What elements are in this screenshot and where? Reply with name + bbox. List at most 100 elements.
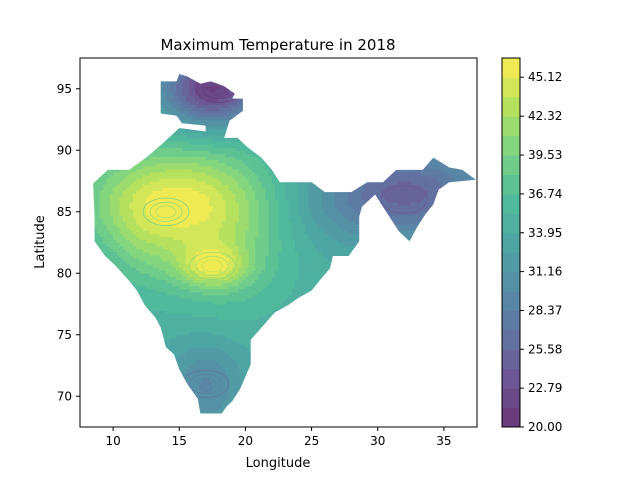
contour-cell — [212, 144, 217, 148]
contour-cell — [96, 156, 101, 161]
contour-cell — [126, 91, 131, 96]
contour-cell — [103, 193, 108, 197]
contour-cell — [119, 300, 124, 305]
contour-cell — [212, 340, 217, 345]
contour-cell — [195, 279, 200, 284]
contour-cell — [96, 340, 101, 345]
contour-cell — [103, 282, 108, 287]
contour-cell — [123, 208, 127, 213]
contour-cell — [152, 236, 157, 241]
contour-cell — [149, 85, 154, 90]
contour-cell — [172, 76, 177, 81]
contour-cell — [156, 64, 160, 68]
contour-cell — [126, 184, 131, 188]
contour-cell — [142, 307, 147, 311]
contour-cell — [87, 387, 91, 391]
contour-cell — [129, 257, 134, 262]
contour-cell — [185, 208, 190, 213]
contour-cell — [116, 214, 121, 219]
contour-cell — [192, 64, 196, 68]
contour-cell — [116, 347, 121, 351]
contour-cell — [212, 325, 217, 330]
contour-cell — [93, 181, 98, 185]
contour-cell — [139, 310, 144, 314]
contour-cell — [205, 334, 210, 339]
contour-cell — [149, 347, 154, 351]
contour-cell — [209, 347, 213, 351]
contour-cell — [218, 156, 223, 161]
contour-cell — [136, 380, 141, 385]
contour-cell — [123, 353, 127, 357]
contour-cell — [113, 101, 117, 105]
contour-cell — [113, 325, 117, 330]
contour-cell — [106, 254, 111, 259]
contour-cell — [206, 418, 210, 422]
contour-cell — [87, 338, 91, 342]
contour-cell — [129, 110, 134, 114]
contour-cell — [93, 279, 98, 284]
contour-cell — [109, 242, 114, 247]
contour-cell — [109, 177, 114, 182]
contour-cell — [189, 61, 193, 65]
contour-cell — [99, 205, 104, 210]
contour-cell — [222, 273, 227, 277]
contour-cell — [199, 325, 204, 330]
contour-cell — [96, 347, 101, 351]
contour-cell — [172, 131, 177, 136]
contour-cell — [132, 282, 137, 287]
contour-cell — [209, 184, 213, 188]
contour-cell — [212, 307, 217, 311]
contour-cell — [149, 310, 154, 314]
contour-cell — [182, 137, 187, 142]
contour-cell — [113, 67, 117, 71]
contour-cell — [136, 371, 141, 376]
contour-cell — [113, 233, 117, 237]
contour-cell — [195, 153, 200, 157]
contour-cell — [93, 374, 94, 379]
contour-cell — [87, 286, 91, 290]
contour-cell — [156, 187, 160, 191]
contour-cell — [103, 415, 107, 419]
contour-cell — [185, 239, 190, 244]
contour-cell — [109, 122, 114, 127]
contour-cell — [123, 310, 127, 314]
contour-cell — [212, 380, 217, 385]
contour-cell — [120, 70, 124, 74]
contour-cell — [93, 224, 98, 228]
contour-cell — [103, 97, 108, 102]
contour-cell — [169, 387, 174, 391]
contour-cell — [119, 88, 124, 93]
contour-cell — [162, 282, 167, 287]
contour-cell — [189, 334, 194, 339]
contour-cell — [99, 82, 104, 87]
contour-cell — [166, 343, 170, 348]
contour-cell — [172, 297, 177, 302]
contour-cell — [149, 390, 154, 394]
contour-cell — [209, 411, 213, 414]
contour-cell — [119, 134, 124, 139]
contour-cell — [116, 110, 121, 114]
contour-cell — [109, 365, 114, 370]
contour-cell — [142, 242, 147, 247]
contour-cell — [126, 264, 131, 268]
contour-cell — [166, 220, 170, 225]
contour-cell — [116, 291, 121, 296]
contour-cell — [93, 208, 94, 213]
contour-cell — [218, 236, 223, 241]
contour-cell — [189, 199, 194, 204]
contour-cell — [159, 362, 164, 367]
contour-cell — [152, 171, 157, 176]
contour-cell — [182, 168, 187, 173]
contour-cell — [142, 76, 147, 81]
contour-cell — [162, 304, 167, 308]
contour-cell — [205, 405, 210, 410]
contour-cell — [156, 128, 160, 133]
contour-cell — [202, 300, 207, 305]
contour-cell — [132, 211, 137, 216]
contour-cell — [222, 159, 227, 164]
contour-cell — [195, 337, 200, 342]
contour-cell — [159, 356, 164, 360]
contour-cell — [189, 110, 194, 114]
contour-cell — [152, 159, 157, 164]
contour-cell — [162, 359, 167, 364]
